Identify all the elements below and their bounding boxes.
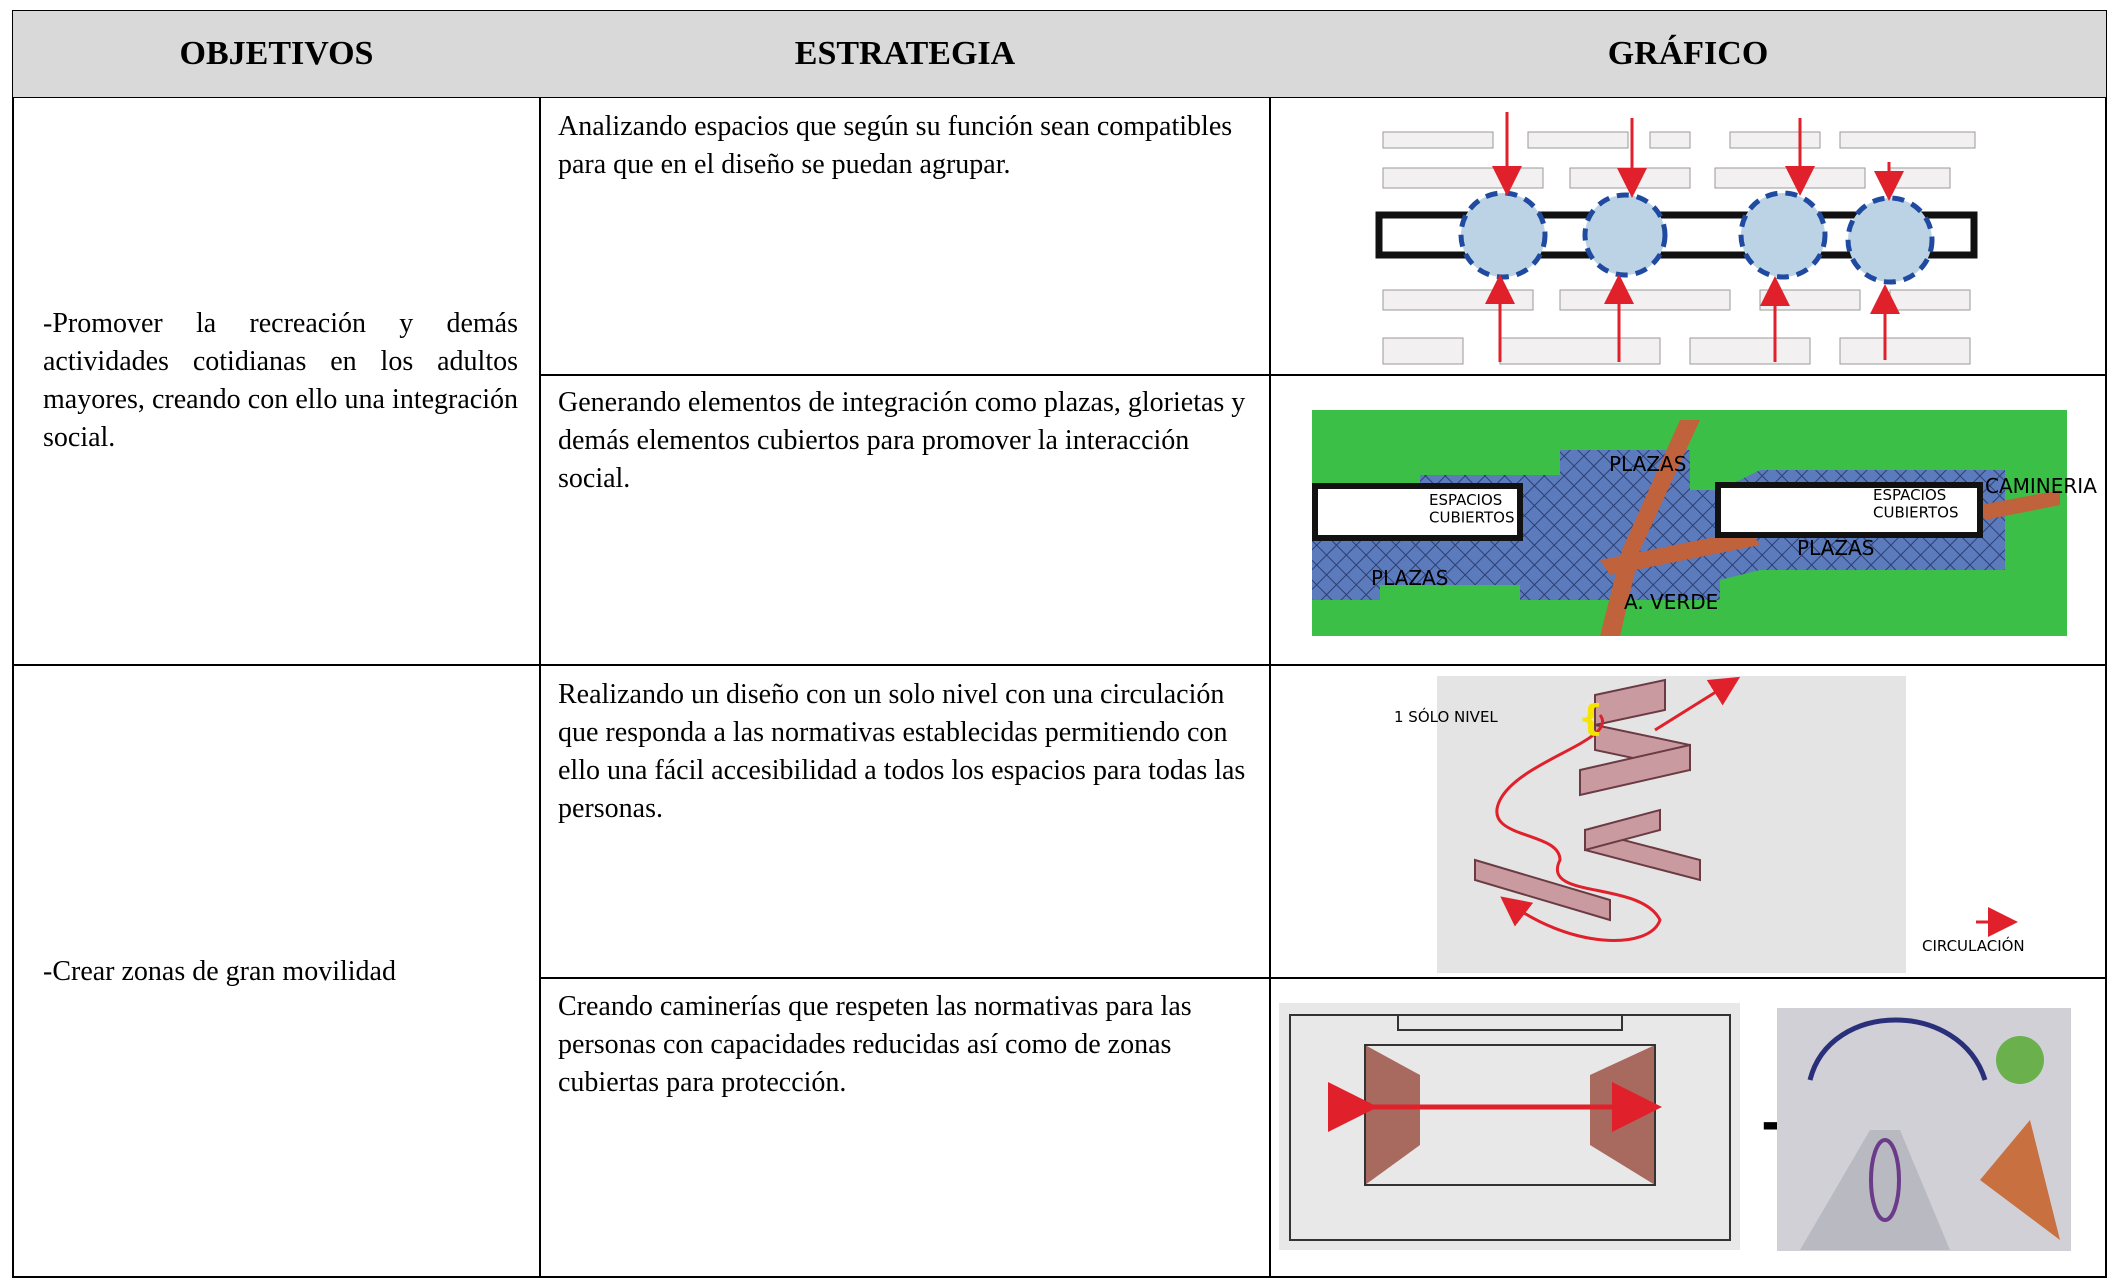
graphic-label: CAMINERIA bbox=[1985, 474, 2097, 498]
graphic-label: CIRCULACIÓN bbox=[1922, 936, 2025, 955]
header-cell: OBJETIVOS bbox=[13, 11, 540, 97]
objective-text: -Promover la recreación y demás activida… bbox=[43, 308, 518, 453]
graphic-walkway: + bbox=[1279, 1003, 2071, 1251]
strategy-text: Realizando un diseño con un solo nivel c… bbox=[558, 679, 1246, 824]
objective-cell: -Crear zonas de gran movilidad bbox=[13, 665, 540, 1278]
table-borders bbox=[12, 10, 2107, 1278]
graphic-label: PLAZAS bbox=[1609, 452, 1686, 476]
graphic-label: ESPACIOS CUBIERTOS bbox=[1873, 486, 1958, 521]
header-cell: ESTRATEGIA bbox=[540, 11, 1270, 97]
graphic-label: PLAZAS bbox=[1371, 566, 1448, 590]
svg-text:{: { bbox=[1578, 698, 1604, 739]
graphic-grouping bbox=[1375, 112, 1978, 365]
header-cell: GRÁFICO bbox=[1270, 11, 2106, 97]
graphic-label: PLAZAS bbox=[1797, 536, 1874, 560]
objective-text: -Crear zonas de gran movilidad bbox=[43, 955, 396, 987]
strategy-text: Generando elementos de integración como … bbox=[558, 387, 1246, 494]
graphic-label: 1 SÓLO NIVEL bbox=[1394, 707, 1498, 726]
graphic-level: { 1 SÓLO NIVEL CIRCULACIÓN bbox=[1394, 676, 2025, 973]
graphic-plazas: PLAZAS ESPACIOS CUBIERTOS CAMINERIA ESPAC… bbox=[1312, 410, 2097, 636]
graphic-label: ESPACIOS CUBIERTOS bbox=[1429, 491, 1514, 526]
graphic-label: A. VERDE bbox=[1624, 590, 1718, 614]
strategy-text: Creando caminerías que respeten las norm… bbox=[558, 991, 1192, 1098]
strategy-text: Analizando espacios que según su función… bbox=[558, 111, 1233, 180]
objective-cell: -Promover la recreación y demás activida… bbox=[13, 97, 540, 665]
